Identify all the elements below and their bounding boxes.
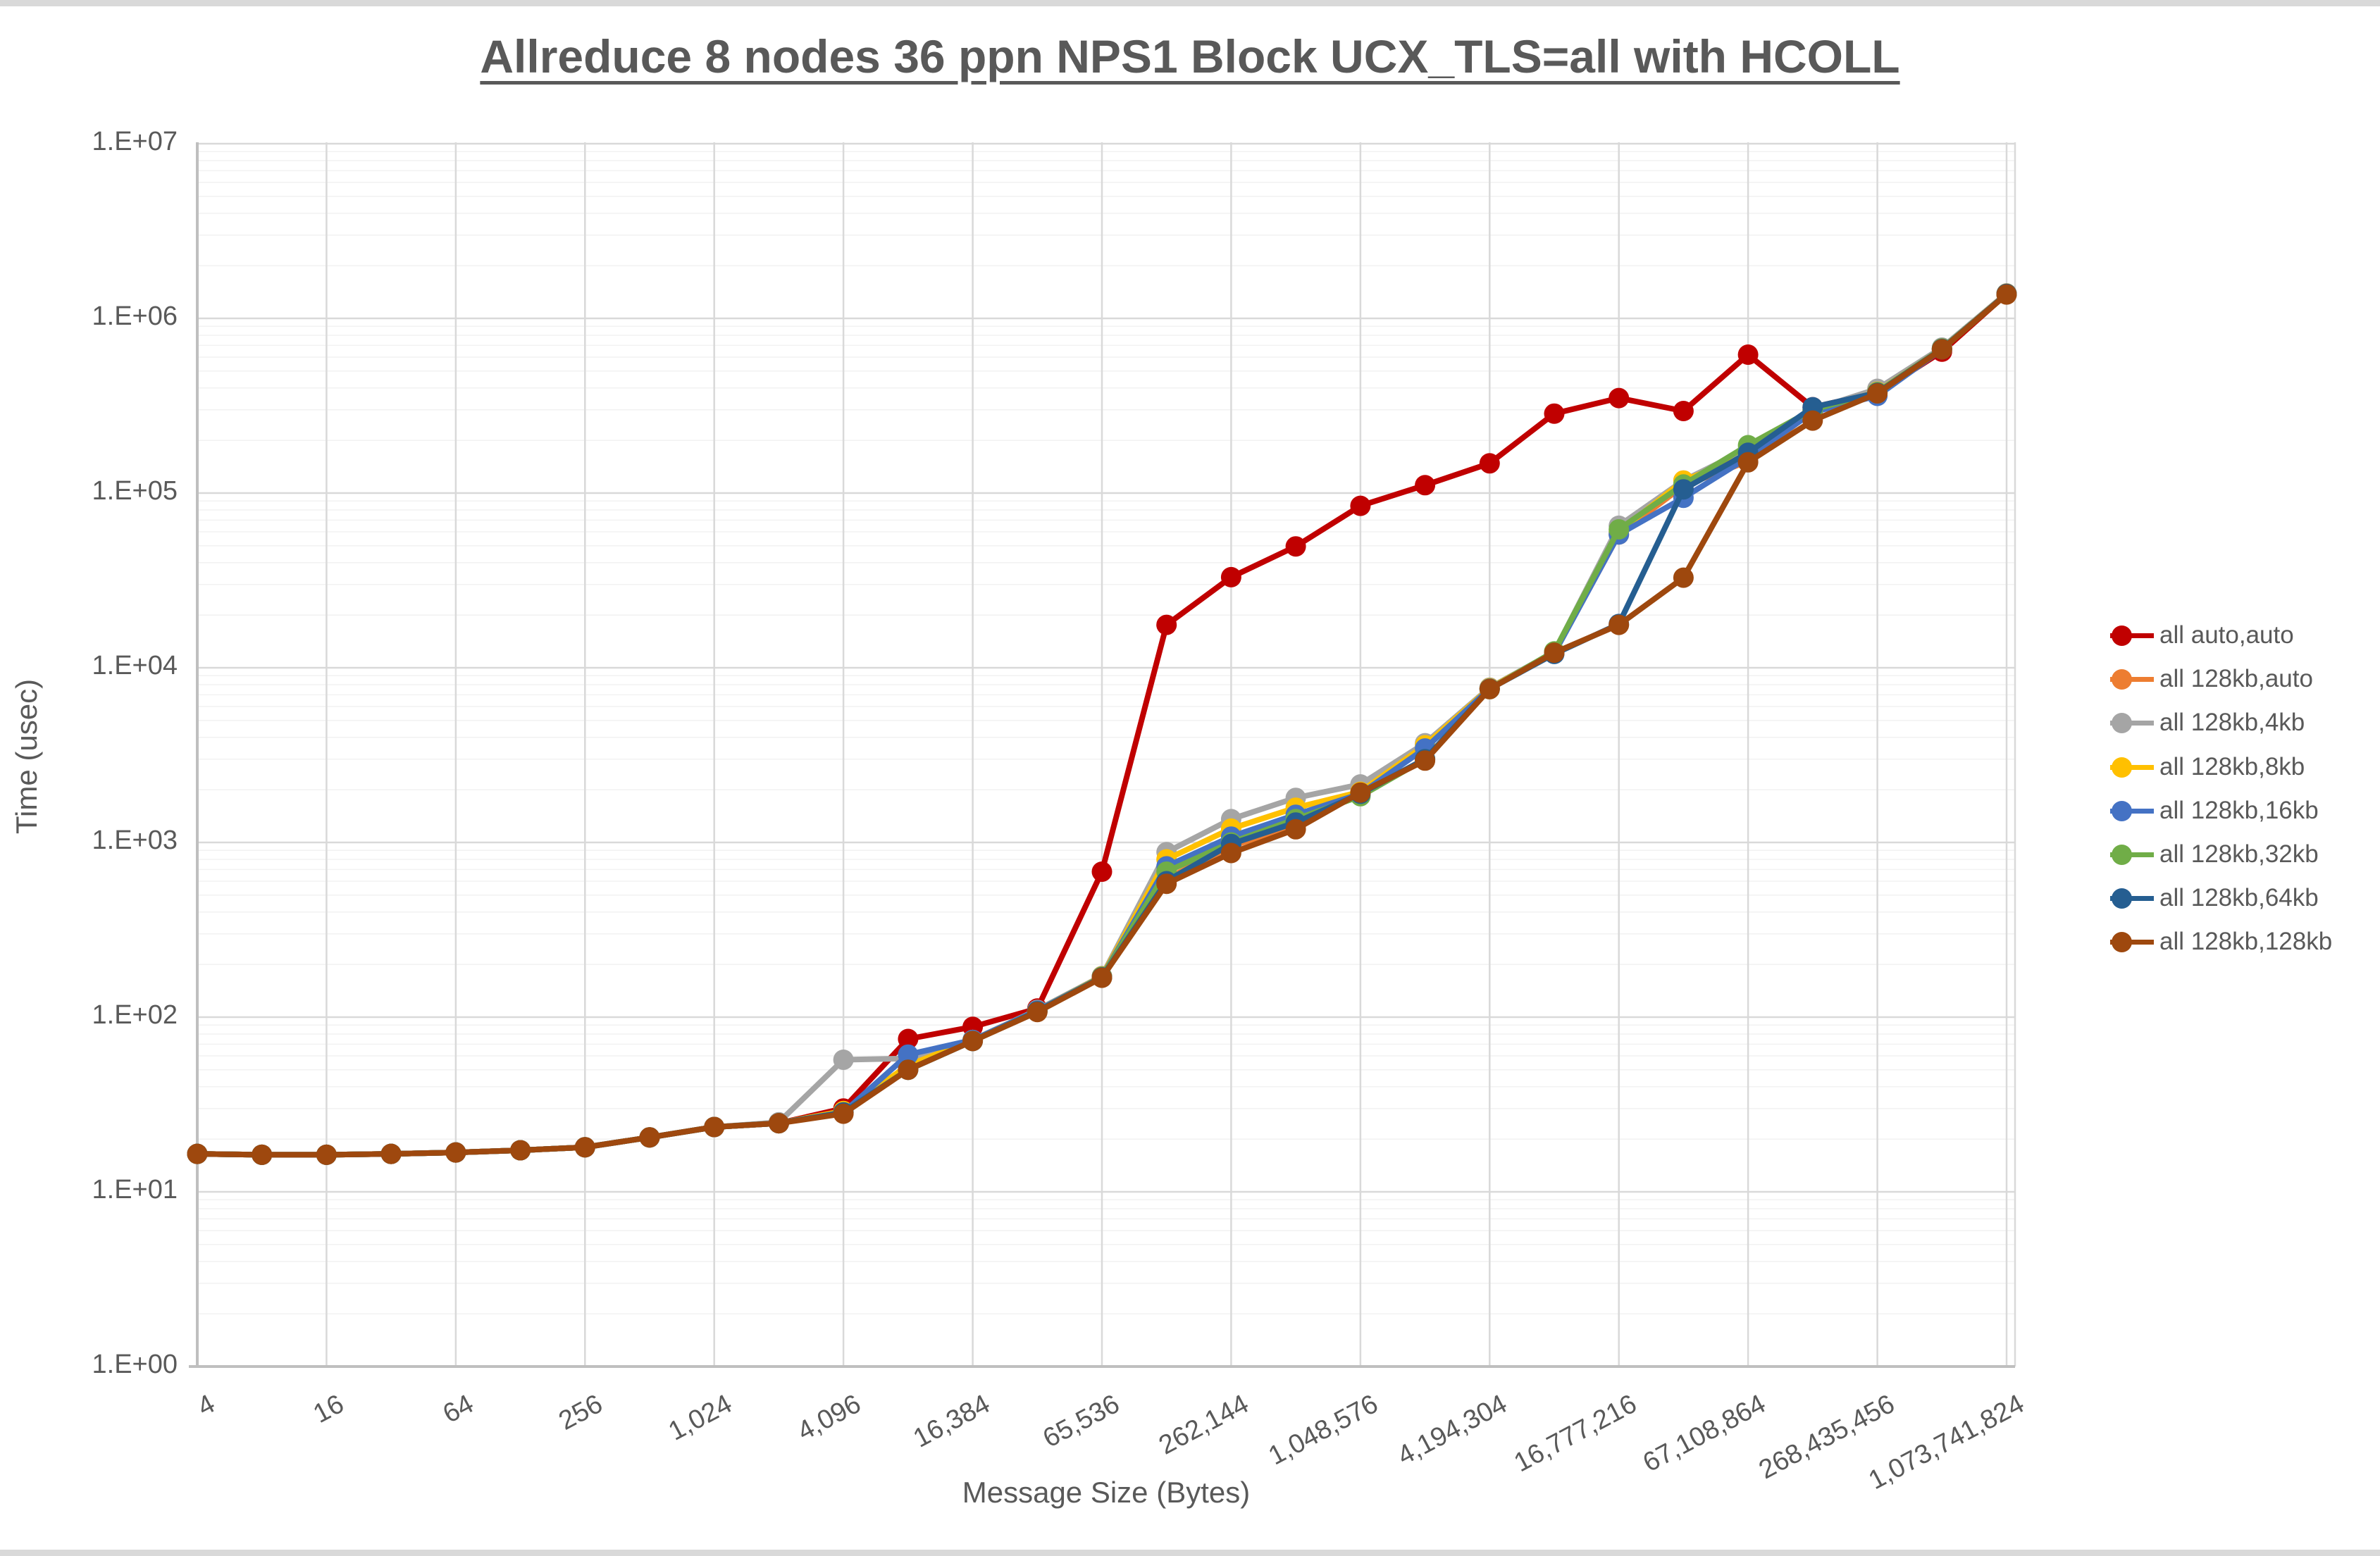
legend-label: all 128kb,4kb bbox=[2159, 709, 2305, 737]
y-tick-label: 1.E+01 bbox=[92, 1175, 178, 1205]
series-marker bbox=[1350, 495, 1371, 516]
window-top-edge bbox=[0, 0, 2380, 6]
legend-label: all 128kb,auto bbox=[2159, 665, 2313, 693]
chart-title: Allreduce 8 nodes 36 ppn NPS1 Block UCX_… bbox=[480, 30, 1900, 82]
y-tick-label: 1.E+06 bbox=[92, 301, 178, 331]
x-axis-title: Message Size (Bytes) bbox=[962, 1476, 1251, 1509]
legend-label: all 128kb,64kb bbox=[2159, 884, 2319, 912]
series-marker bbox=[1737, 344, 1759, 365]
series-marker bbox=[1285, 819, 1306, 840]
legend-item: all 128kb,8kb bbox=[2110, 745, 2305, 789]
series-marker bbox=[316, 1144, 337, 1165]
legend-label: all auto,auto bbox=[2159, 621, 2294, 649]
series-marker bbox=[380, 1143, 402, 1164]
window-bottom-edge bbox=[0, 1550, 2380, 1556]
legend-item: all 128kb,64kb bbox=[2110, 876, 2319, 920]
series-marker bbox=[1220, 566, 1241, 587]
series-marker bbox=[1156, 614, 1177, 635]
series-marker bbox=[1867, 383, 1888, 404]
series-marker bbox=[187, 1143, 208, 1164]
legend-label: all 128kb,128kb bbox=[2159, 928, 2333, 956]
series-marker bbox=[962, 1031, 984, 1052]
series-marker bbox=[1091, 861, 1112, 882]
y-tick-label: 1.E+02 bbox=[92, 1000, 178, 1030]
series-marker bbox=[833, 1103, 854, 1124]
series-marker bbox=[1027, 1002, 1048, 1023]
y-tick-label: 1.E+05 bbox=[92, 476, 178, 506]
y-tick-label: 1.E+03 bbox=[92, 826, 178, 855]
legend-marker-icon bbox=[2110, 920, 2154, 964]
series-marker bbox=[1415, 750, 1436, 771]
series-marker bbox=[1673, 567, 1694, 588]
series-marker bbox=[252, 1144, 273, 1165]
legend-marker-icon bbox=[2110, 701, 2154, 745]
legend-marker-icon bbox=[2110, 657, 2154, 701]
series-marker bbox=[898, 1044, 919, 1065]
legend-item: all 128kb,4kb bbox=[2110, 701, 2305, 745]
legend-label: all 128kb,16kb bbox=[2159, 796, 2319, 824]
legend-marker-icon bbox=[2110, 745, 2154, 789]
series-marker bbox=[510, 1140, 531, 1161]
series-marker bbox=[1996, 284, 2017, 305]
y-tick-label: 1.E+04 bbox=[92, 651, 178, 680]
series-marker bbox=[898, 1028, 919, 1050]
legend-item: all 128kb,16kb bbox=[2110, 789, 2319, 833]
series-marker bbox=[1673, 401, 1694, 421]
series-marker bbox=[1737, 452, 1759, 473]
legend-item: all 128kb,128kb bbox=[2110, 920, 2332, 964]
legend-item: all 128kb,32kb bbox=[2110, 833, 2319, 876]
series-marker bbox=[1544, 642, 1565, 664]
series-marker bbox=[1415, 475, 1436, 496]
y-axis-title: Time (usec) bbox=[10, 678, 43, 835]
legend-marker-icon bbox=[2110, 789, 2154, 833]
y-tick-label: 1.E+07 bbox=[92, 127, 178, 156]
series-marker bbox=[704, 1116, 725, 1138]
series-marker bbox=[1220, 842, 1241, 864]
series-marker bbox=[1479, 453, 1500, 474]
series-marker bbox=[1350, 782, 1371, 803]
series-marker bbox=[1285, 536, 1306, 557]
legend-marker-icon bbox=[2110, 614, 2154, 657]
series-marker bbox=[1544, 403, 1565, 424]
series-marker bbox=[1802, 410, 1823, 431]
y-tick-label: 1.E+00 bbox=[92, 1350, 178, 1379]
legend-item: all 128kb,auto bbox=[2110, 657, 2313, 701]
series-marker bbox=[1479, 678, 1500, 699]
series-marker bbox=[1156, 873, 1177, 895]
series-marker bbox=[768, 1113, 789, 1134]
legend-marker-icon bbox=[2110, 876, 2154, 920]
legend-label: all 128kb,32kb bbox=[2159, 840, 2319, 868]
legend-item: all auto,auto bbox=[2110, 614, 2294, 657]
series-marker bbox=[445, 1142, 466, 1163]
series-marker bbox=[833, 1050, 854, 1070]
series-marker bbox=[1609, 387, 1630, 409]
legend-marker-icon bbox=[2110, 833, 2154, 876]
series-marker bbox=[574, 1137, 595, 1158]
series-marker bbox=[639, 1127, 660, 1148]
series-marker bbox=[1673, 479, 1694, 500]
series-marker bbox=[1609, 519, 1630, 540]
series-marker bbox=[1931, 339, 1952, 360]
series-marker bbox=[1091, 967, 1112, 988]
legend-label: all 128kb,8kb bbox=[2159, 752, 2305, 780]
series-marker bbox=[1609, 614, 1630, 635]
series-marker bbox=[898, 1059, 919, 1081]
